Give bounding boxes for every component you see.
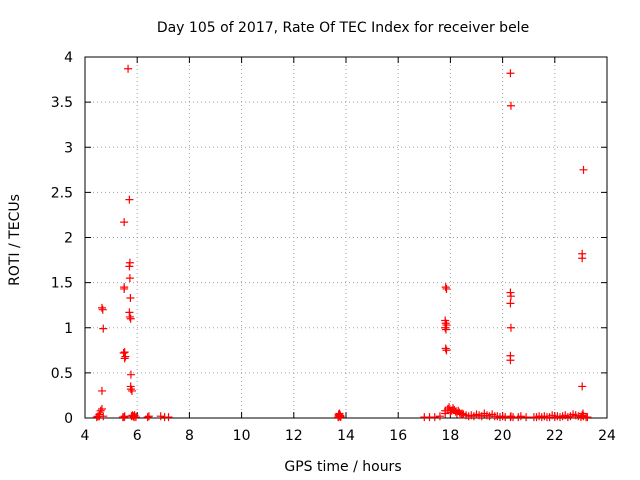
x-tick-label: 8 <box>185 428 194 444</box>
data-point <box>144 412 153 421</box>
x-tick-label: 18 <box>441 428 459 444</box>
data-point <box>97 303 106 312</box>
data-point <box>124 64 133 73</box>
y-axis-label: ROTI / TECUs <box>7 194 23 286</box>
data-point <box>441 344 450 353</box>
y-tick-label: 1 <box>64 321 73 337</box>
data-point <box>126 385 135 394</box>
data-point <box>506 299 515 308</box>
data-point <box>506 356 515 365</box>
data-point <box>97 404 106 413</box>
data-point <box>516 412 525 421</box>
x-tick-label: 24 <box>598 428 616 444</box>
x-tick-label: 20 <box>494 428 512 444</box>
x-axis-label: GPS time / hours <box>284 459 401 475</box>
data-point <box>442 284 451 293</box>
y-tick-label: 0.5 <box>51 366 73 382</box>
data-point <box>442 346 451 355</box>
data-point <box>120 218 129 227</box>
data-point <box>96 406 105 415</box>
x-tick-label: 16 <box>389 428 407 444</box>
data-point <box>506 101 515 110</box>
y-tick-label: 1.5 <box>51 276 73 292</box>
data-point <box>125 274 134 283</box>
data-point <box>156 412 165 421</box>
data-point <box>126 314 135 323</box>
plot-frame <box>84 56 608 419</box>
x-tick-label: 22 <box>546 428 564 444</box>
y-tick-label: 0 <box>64 411 73 427</box>
x-tick-label: 14 <box>337 428 355 444</box>
y-tick-label: 2.5 <box>51 185 73 201</box>
data-point <box>126 293 135 302</box>
y-tick-label: 2 <box>64 231 73 247</box>
data-point <box>120 412 129 421</box>
grid-lines <box>85 57 607 418</box>
data-point <box>441 323 450 332</box>
data-point <box>125 312 134 321</box>
data-point <box>441 325 450 334</box>
data-point <box>336 411 345 420</box>
chart-title: Day 105 of 2017, Rate Of TEC Index for r… <box>157 20 529 36</box>
data-point <box>120 283 129 292</box>
data-point <box>127 386 136 395</box>
x-tick-label: 6 <box>133 428 142 444</box>
data-point <box>579 165 588 174</box>
data-point <box>98 305 107 314</box>
data-point <box>430 413 439 422</box>
x-tick-label: 12 <box>285 428 303 444</box>
data-point <box>164 413 173 422</box>
x-tick-label: 10 <box>233 428 251 444</box>
data-point <box>435 412 444 421</box>
data-point <box>506 69 515 78</box>
data-point <box>578 382 587 391</box>
y-tick-label: 4 <box>64 50 73 66</box>
data-point <box>143 413 152 422</box>
data-point <box>95 412 104 421</box>
data-point <box>506 292 515 301</box>
data-point <box>522 413 531 422</box>
data-point <box>125 195 134 204</box>
data-point <box>99 324 108 333</box>
data-point <box>131 413 140 422</box>
y-tick-label: 3.5 <box>51 95 73 111</box>
data-point <box>130 411 139 420</box>
x-tick-label: 4 <box>81 428 90 444</box>
data-point <box>119 349 128 358</box>
data-point <box>506 323 515 332</box>
data-point <box>458 409 467 418</box>
data-point <box>578 254 587 263</box>
data-point <box>126 370 135 379</box>
data-point <box>121 352 130 361</box>
data-points <box>92 64 592 422</box>
data-point <box>97 386 106 395</box>
data-point <box>125 262 134 271</box>
data-point <box>583 413 592 422</box>
data-point <box>120 348 129 357</box>
data-point <box>441 283 450 292</box>
y-tick-label: 3 <box>64 140 73 156</box>
axis-ticks: 4 6 8 10 12 14 16 18 20 22 24 0 0.5 1 1.5 2 2.5 3 3.5 4 <box>51 50 616 444</box>
data-point <box>335 412 344 421</box>
data-point <box>578 411 587 420</box>
